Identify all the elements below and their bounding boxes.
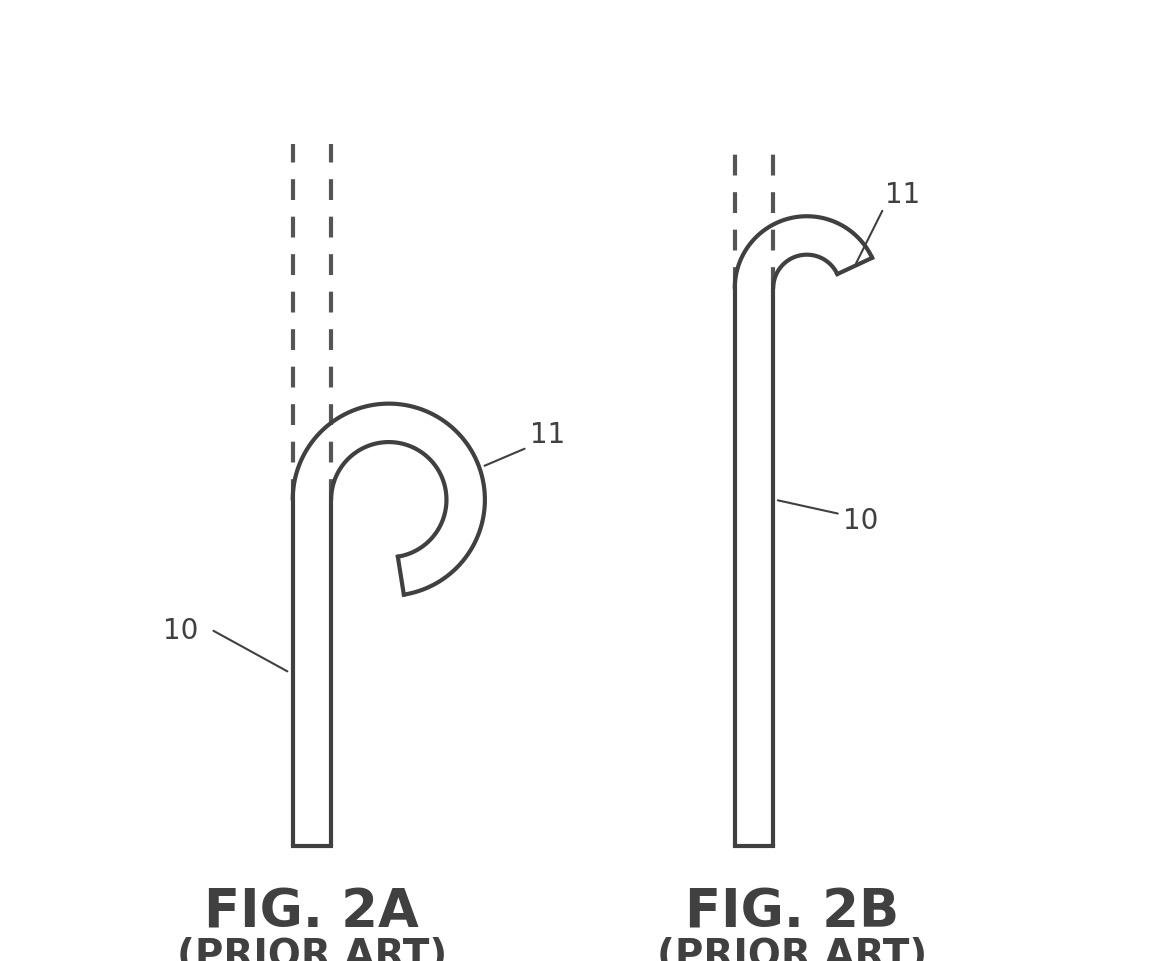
Text: 11: 11 [530, 421, 565, 449]
Text: 10: 10 [844, 506, 878, 534]
Text: (PRIOR ART): (PRIOR ART) [658, 937, 927, 961]
Text: (PRIOR ART): (PRIOR ART) [177, 937, 447, 961]
Text: FIG. 2A: FIG. 2A [205, 887, 419, 939]
Text: FIG. 2B: FIG. 2B [686, 887, 899, 939]
Text: 10: 10 [163, 617, 199, 645]
Text: 11: 11 [885, 182, 920, 209]
